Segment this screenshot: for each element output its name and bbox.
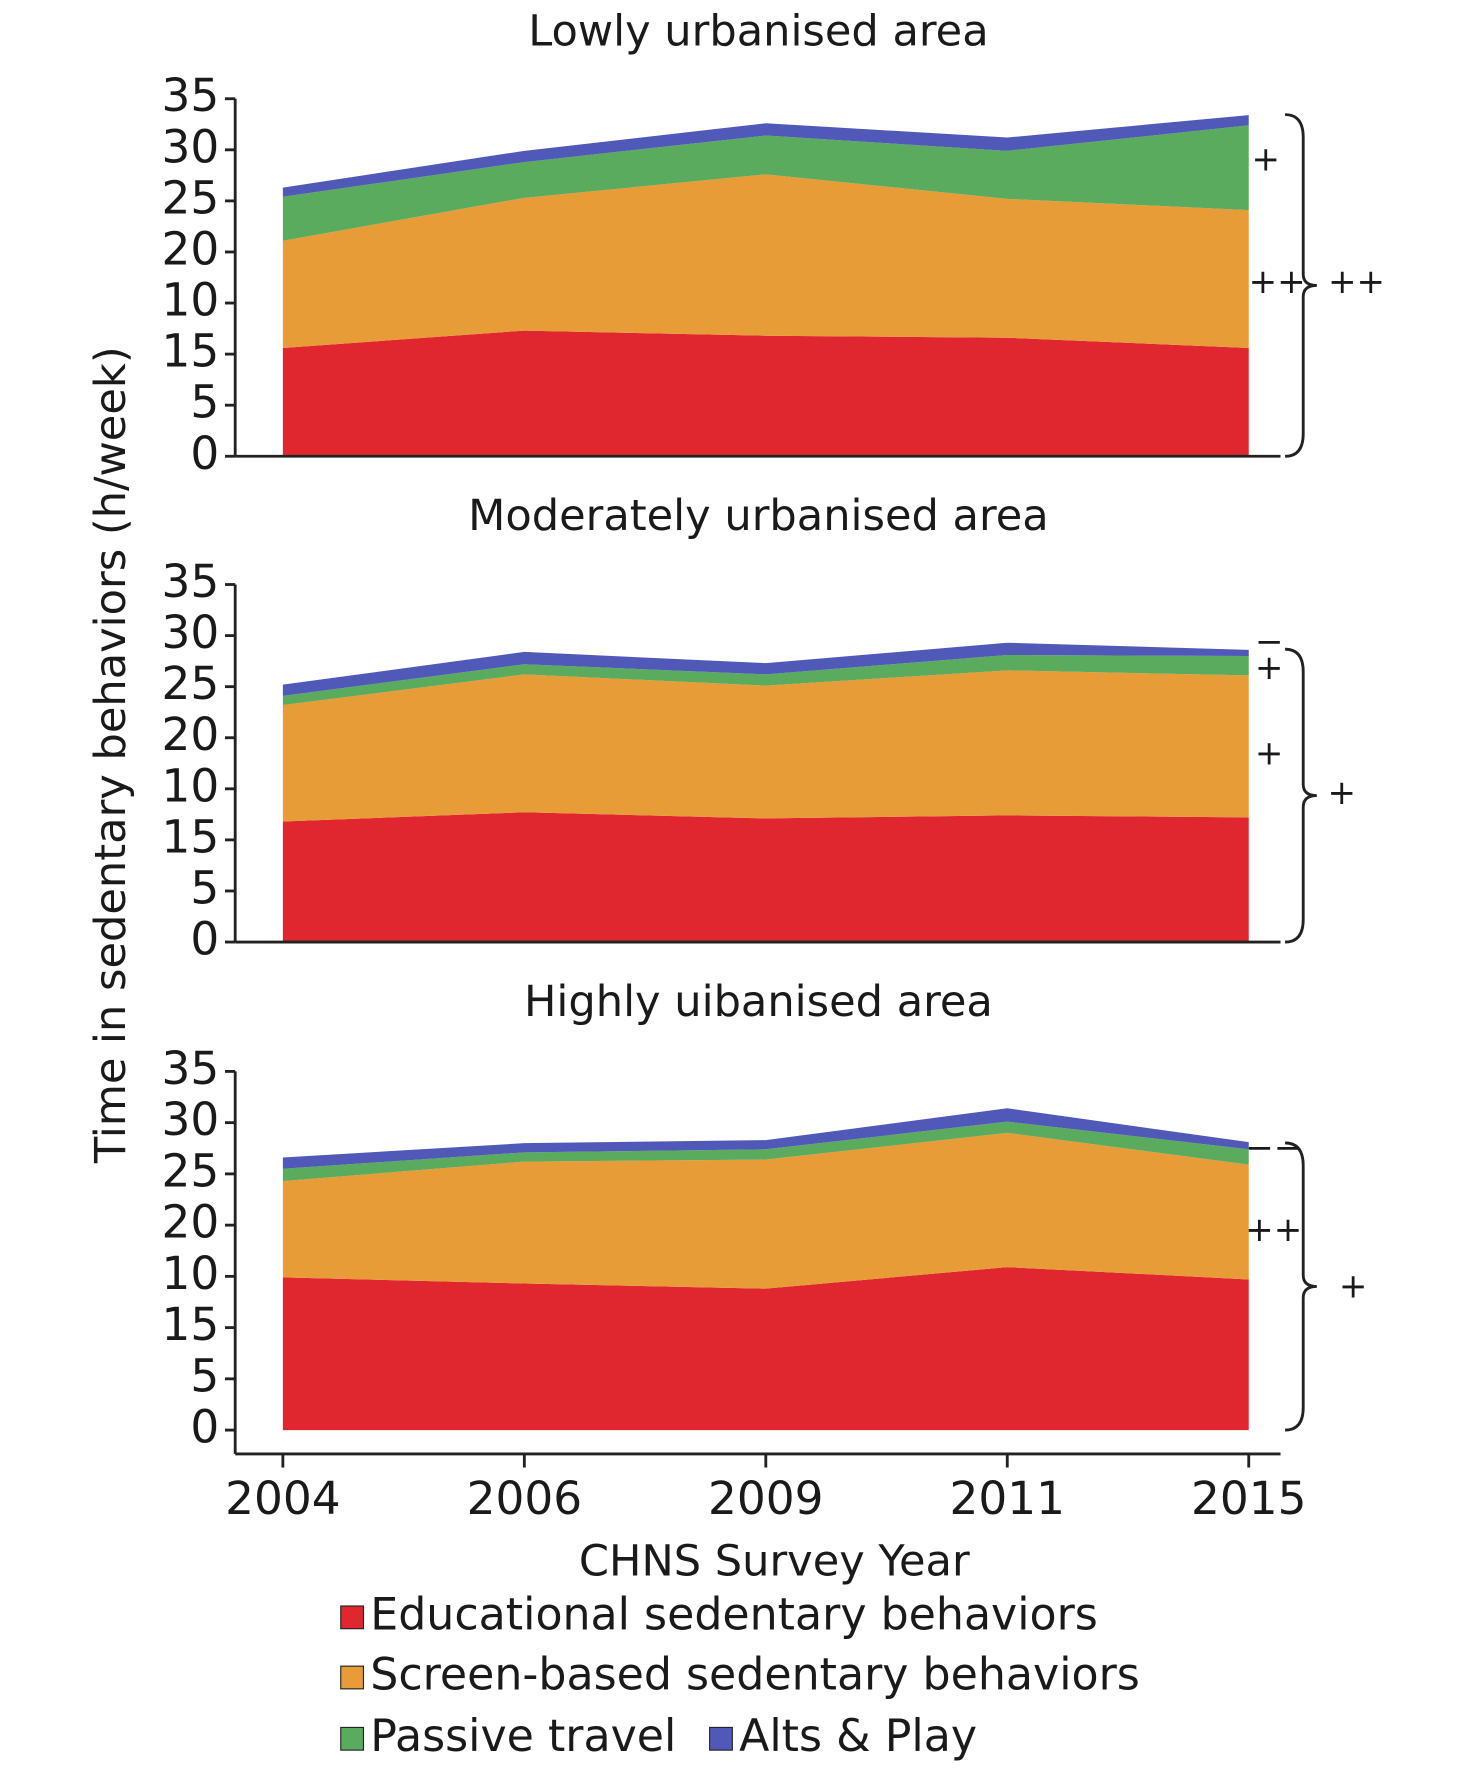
y-axis-title: Time in sedentary behaviors (h/week) <box>86 346 136 1164</box>
annotation: ++ <box>1249 262 1306 302</box>
y-tick-label: 10 <box>162 274 220 327</box>
stacked-area <box>282 642 1249 696</box>
y-tick-label: 35 <box>162 69 220 122</box>
stacked-area <box>282 1132 1249 1289</box>
chart-title: Highly uibanised area <box>524 977 993 1027</box>
stacked-area <box>282 654 1249 706</box>
y-tick-label: 25 <box>162 1144 220 1197</box>
y-tick-label: 5 <box>190 1349 219 1402</box>
chart-title: Lowly urbanised area <box>528 7 988 57</box>
y-tick-label: 15 <box>162 325 220 378</box>
legend-swatch <box>340 1605 365 1630</box>
annotation: + <box>1255 733 1284 773</box>
y-tick-label: 20 <box>162 1196 220 1249</box>
stacked-area <box>282 1267 1249 1431</box>
x-tick-label: 2006 <box>467 1472 582 1525</box>
y-tick-label: 30 <box>162 1093 220 1146</box>
y-tick-label: 30 <box>162 120 220 173</box>
y-tick-label: 0 <box>190 427 219 480</box>
stacked-area <box>282 174 1249 348</box>
legend-label: Educational sedentary behaviors <box>370 1589 1098 1640</box>
y-tick-label: 15 <box>162 810 220 863</box>
legend-swatch <box>340 1665 365 1690</box>
y-tick-label: 35 <box>162 555 220 608</box>
annotation: + <box>1339 1267 1368 1307</box>
x-tick-label: 2011 <box>950 1472 1065 1525</box>
y-tick-label: 30 <box>162 606 220 659</box>
y-tick-label: 10 <box>162 759 220 812</box>
bracket <box>1284 1141 1317 1432</box>
legend-swatch <box>709 1726 733 1751</box>
stacked-area <box>282 125 1249 241</box>
stacked-area <box>282 1121 1249 1182</box>
x-tick-label: 2004 <box>225 1472 340 1525</box>
stacked-area <box>282 115 1249 197</box>
annotation: − <box>1255 622 1284 662</box>
y-tick-label: 35 <box>162 1042 220 1095</box>
legend-label: Passive travel <box>370 1711 676 1762</box>
annotation: ++ <box>1328 262 1385 302</box>
x-axis-title: CHNS Survey Year <box>579 1537 970 1587</box>
y-tick-label: 25 <box>162 657 220 710</box>
stacked-area <box>282 670 1249 822</box>
x-tick-label: 2015 <box>1191 1472 1306 1525</box>
bracket <box>1284 647 1317 944</box>
y-tick-label: 5 <box>190 861 219 914</box>
y-tick-label: 20 <box>162 708 220 761</box>
y-tick-label: 10 <box>162 1247 220 1300</box>
chart-title: Moderately urbanised area <box>468 491 1049 541</box>
stacked-area <box>282 812 1249 943</box>
y-tick-label: 15 <box>162 1298 220 1351</box>
annotation: −− <box>1245 1128 1302 1168</box>
stacked-area <box>282 330 1249 457</box>
y-tick-label: 5 <box>190 376 219 429</box>
legend-label: Screen-based sedentary behaviors <box>370 1650 1140 1701</box>
legend-swatch <box>340 1726 365 1751</box>
x-tick-label: 2009 <box>708 1472 823 1525</box>
annotation: ++ <box>1245 1210 1302 1250</box>
legend-label: Alts & Play <box>739 1711 977 1762</box>
y-tick-label: 25 <box>162 171 220 224</box>
annotation: + <box>1255 648 1284 688</box>
bracket <box>1284 113 1317 458</box>
y-tick-label: 0 <box>190 913 219 966</box>
annotation: + <box>1252 140 1281 180</box>
y-tick-label: 0 <box>190 1401 219 1454</box>
annotation: + <box>1328 773 1357 813</box>
y-tick-label: 20 <box>162 222 220 275</box>
